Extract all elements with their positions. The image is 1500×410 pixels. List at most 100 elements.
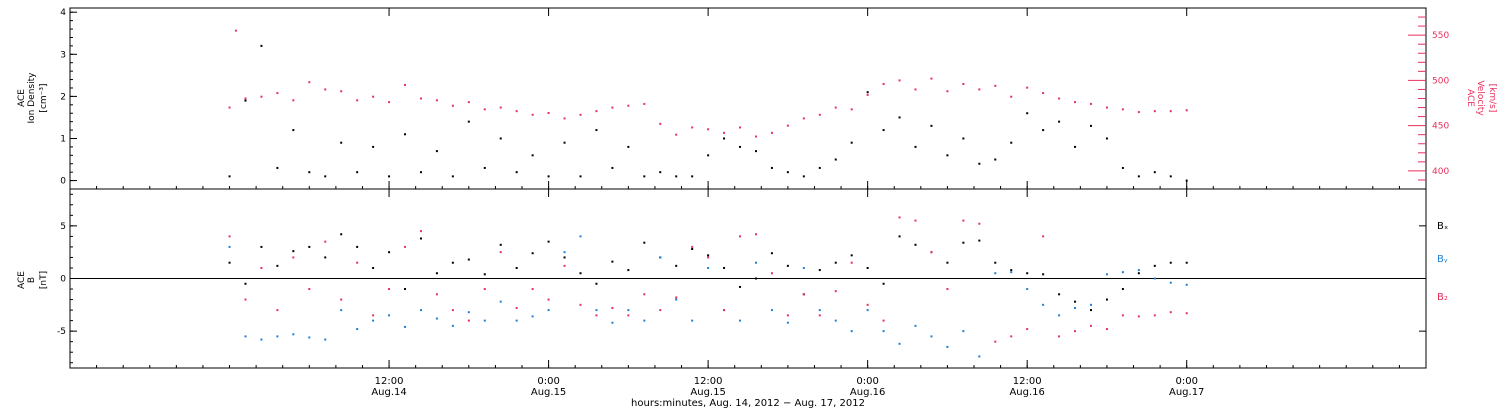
velocity-axis: 400 450 500 550 bbox=[1408, 16, 1449, 181]
data-point bbox=[770, 131, 773, 134]
data-point bbox=[356, 99, 359, 102]
data-point bbox=[1121, 271, 1124, 274]
data-point bbox=[388, 314, 391, 317]
velocity-tick-label: 450 bbox=[1432, 122, 1449, 132]
data-point bbox=[404, 325, 407, 328]
data-point bbox=[994, 158, 997, 161]
data-point bbox=[404, 83, 407, 86]
magnetic-field-unit: [nT] bbox=[39, 271, 49, 289]
data-point bbox=[244, 335, 247, 338]
data-point bbox=[818, 309, 821, 312]
field-tick-label: -5 bbox=[57, 327, 66, 337]
data-point bbox=[1153, 277, 1156, 280]
data-point bbox=[404, 133, 407, 136]
data-point bbox=[1058, 314, 1061, 317]
bottom-panel-points bbox=[228, 216, 1188, 358]
data-point bbox=[1042, 273, 1045, 276]
data-point bbox=[1089, 303, 1092, 306]
data-point bbox=[627, 145, 630, 148]
density-tick-label: 3 bbox=[60, 50, 66, 60]
data-point bbox=[707, 128, 710, 131]
data-point bbox=[547, 175, 550, 178]
data-point bbox=[1010, 271, 1013, 274]
data-point bbox=[515, 319, 518, 322]
data-point bbox=[260, 44, 263, 47]
data-point bbox=[1169, 261, 1172, 264]
time-axis: 12:00Aug.140:00Aug.1512:00Aug.150:00Aug.… bbox=[69, 8, 1400, 398]
data-point bbox=[547, 298, 550, 301]
data-point bbox=[1121, 288, 1124, 291]
data-point bbox=[786, 124, 789, 127]
data-point bbox=[340, 233, 343, 236]
data-point bbox=[260, 338, 263, 341]
bottom-series-by bbox=[228, 235, 1188, 358]
time-tick-label: 0:00 bbox=[1175, 376, 1197, 387]
data-point bbox=[531, 252, 534, 255]
data-point bbox=[962, 219, 965, 222]
data-point bbox=[754, 261, 757, 264]
data-point bbox=[786, 264, 789, 267]
data-point bbox=[675, 133, 678, 136]
data-point bbox=[994, 84, 997, 87]
data-point bbox=[962, 241, 965, 244]
data-point bbox=[1058, 120, 1061, 123]
data-point bbox=[1169, 311, 1172, 314]
data-point bbox=[1185, 179, 1188, 182]
data-point bbox=[1074, 101, 1077, 104]
top-panel-frame bbox=[69, 7, 1427, 190]
data-point bbox=[946, 345, 949, 348]
data-point bbox=[1169, 110, 1172, 113]
data-point bbox=[1026, 288, 1029, 291]
time-tick-label: 0:00 bbox=[856, 376, 878, 387]
data-point bbox=[1074, 145, 1077, 148]
data-point bbox=[292, 333, 295, 336]
data-point bbox=[531, 154, 534, 157]
velocity-tick-label: 400 bbox=[1432, 167, 1449, 177]
data-point bbox=[1185, 261, 1188, 264]
data-point bbox=[898, 116, 901, 119]
data-point bbox=[547, 309, 550, 312]
data-point bbox=[962, 137, 965, 140]
density-tick-label: 2 bbox=[60, 92, 66, 102]
data-point bbox=[930, 124, 933, 127]
data-point bbox=[850, 254, 853, 257]
data-point bbox=[499, 106, 502, 109]
data-point bbox=[866, 266, 869, 269]
data-point bbox=[770, 309, 773, 312]
data-point bbox=[1121, 314, 1124, 317]
data-point bbox=[611, 306, 614, 309]
data-point bbox=[372, 266, 375, 269]
data-point bbox=[340, 141, 343, 144]
data-point bbox=[372, 145, 375, 148]
data-point bbox=[834, 106, 837, 109]
data-point bbox=[388, 288, 391, 291]
data-point bbox=[882, 83, 885, 86]
data-point bbox=[930, 77, 933, 80]
data-point bbox=[451, 324, 454, 327]
data-point bbox=[595, 314, 598, 317]
data-point bbox=[547, 240, 550, 243]
data-point bbox=[467, 101, 470, 104]
data-point bbox=[579, 272, 582, 275]
data-point bbox=[802, 293, 805, 296]
data-point bbox=[419, 171, 422, 174]
data-point bbox=[531, 315, 534, 318]
data-point bbox=[850, 108, 853, 111]
data-point bbox=[1185, 109, 1188, 112]
data-point bbox=[595, 129, 598, 132]
data-point bbox=[228, 245, 231, 248]
ion-density-axis: 0 1 2 3 4 bbox=[60, 8, 77, 187]
data-point bbox=[372, 314, 375, 317]
density-tick-label: 0 bbox=[60, 177, 66, 187]
top-series-black bbox=[228, 44, 1188, 182]
data-point bbox=[579, 235, 582, 238]
data-point bbox=[324, 256, 327, 259]
data-point bbox=[866, 303, 869, 306]
data-point bbox=[946, 288, 949, 291]
data-point bbox=[1153, 171, 1156, 174]
data-point bbox=[388, 251, 391, 254]
data-point bbox=[739, 319, 742, 322]
data-point bbox=[627, 104, 630, 107]
data-point bbox=[308, 245, 311, 248]
data-point bbox=[515, 171, 518, 174]
